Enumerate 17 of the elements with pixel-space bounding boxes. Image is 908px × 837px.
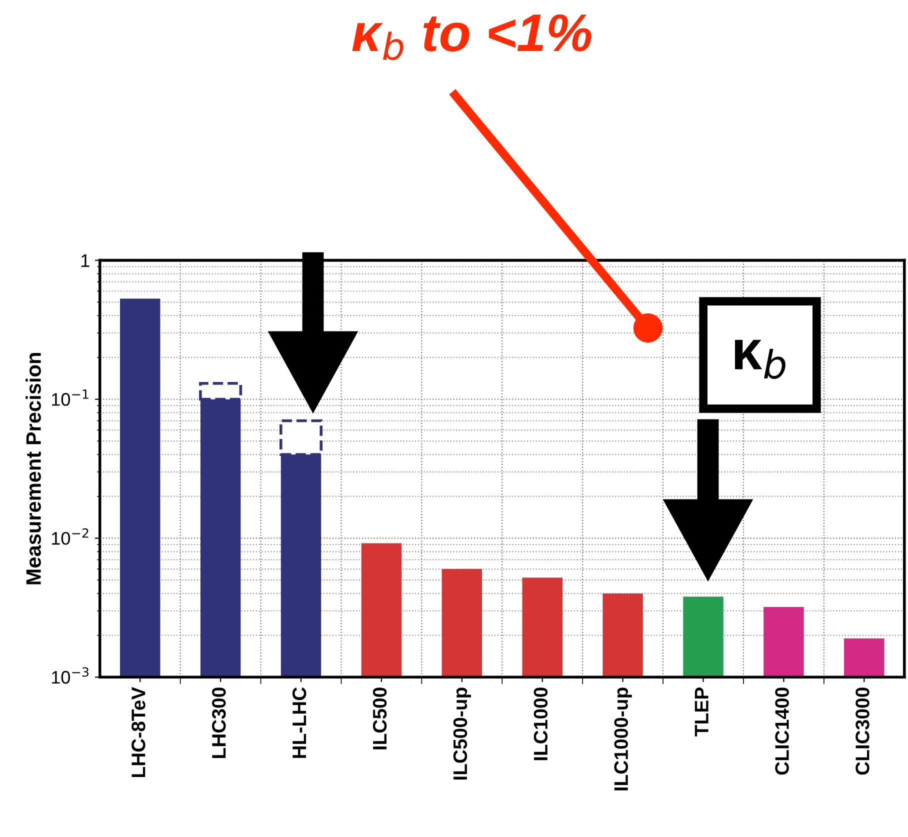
annotation: κ$_{b}$ [734,340,786,379]
y-tick-label: 10$^{−3}$ [52,667,88,684]
text: κ$_{b}$ to <1% [352,14,592,60]
x-tick-label: HL-LHC [292,687,306,758]
y-tick-label: 10$^{−1}$ [52,390,88,406]
y-axis-title: Measurement Precision [26,353,41,584]
y-tick-label: 1 [81,254,90,267]
x-tick-label: CLIC3000 [856,688,870,775]
x-tick-label: LHC300 [212,688,226,758]
x-tick-label: ILC500-up [453,688,471,780]
x-tick-label: LHC-8TeV [132,686,146,778]
x-tick-label: TLEP [694,688,708,736]
y-tick-label: 10$^{−2}$ [52,528,88,545]
x-tick-label: ILC500 [372,688,387,750]
x-tick-label: ILC1000-up [614,688,632,790]
x-tick-label: CLIC1400 [775,688,789,775]
x-tick-label: ILC1000 [534,688,548,760]
